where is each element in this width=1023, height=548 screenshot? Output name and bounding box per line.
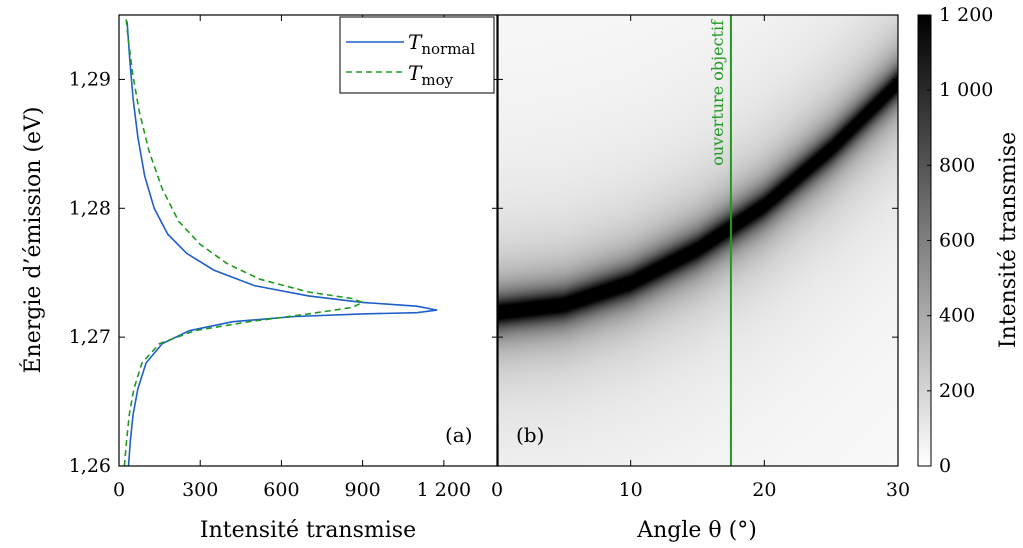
y-tick-label: 1,29 — [69, 68, 111, 90]
series-line-normal — [126, 21, 438, 466]
heatmap-image — [497, 15, 898, 466]
x-tick-label-a: 0 — [113, 479, 125, 501]
colorbar-tick-label: 600 — [939, 230, 975, 252]
legend-label-moy-main: T — [408, 61, 423, 85]
x-tick-label-b: 30 — [886, 479, 910, 501]
colorbar-tick-label: 800 — [939, 154, 975, 176]
colorbar-tick-label: 1 000 — [939, 79, 993, 101]
x-axis-label-b: Angle θ (°) — [636, 518, 757, 543]
aperture-label: ouverture objectif — [708, 19, 727, 166]
legend-label-moy: Tmoy — [408, 61, 454, 89]
x-tick-label-b: 10 — [619, 479, 643, 501]
panel-label-b: (b) — [516, 423, 544, 447]
series-line-moy — [123, 15, 365, 466]
x-tick-label-b: 0 — [491, 479, 503, 501]
colorbar-tick-label: 400 — [939, 305, 975, 327]
x-tick-label-a: 600 — [263, 479, 299, 501]
heatmap — [497, 15, 898, 466]
legend: Tnormal Tmoy — [339, 16, 495, 94]
colorbar-tick-label: 0 — [939, 455, 951, 477]
x-tick-label-a: 300 — [182, 479, 218, 501]
y-tick-label: 1,28 — [69, 197, 111, 219]
legend-box — [339, 16, 495, 94]
x-axis-label-a: Intensité transmise — [200, 518, 416, 543]
x-tick-label-a: 900 — [345, 479, 381, 501]
x-tick-label-a: 1 200 — [417, 479, 471, 501]
y-tick-label: 1,27 — [69, 326, 111, 348]
panel-a-frame — [118, 14, 499, 467]
y-axis-label: Énergie d’émission (eV) — [19, 107, 46, 374]
colorbar-tick-label: 1 200 — [939, 4, 993, 26]
legend-label-normal: Tnormal — [408, 30, 475, 58]
legend-label-moy-sub: moy — [421, 71, 453, 89]
colorbar-tick-label: 200 — [939, 380, 975, 402]
colorbar-label: Intensité transmise — [996, 132, 1021, 348]
panel-b-frame — [496, 14, 899, 467]
legend-label-normal-main: T — [408, 30, 423, 54]
panel-label-a: (a) — [445, 423, 473, 447]
line-plot — [123, 15, 438, 466]
y-tick-label: 1,26 — [69, 455, 111, 477]
aperture-marker: ouverture objectif — [708, 15, 732, 466]
x-tick-label-b: 20 — [752, 479, 776, 501]
colorbar-ticks: 0 200 400 600 800 1 000 1 200 — [927, 4, 993, 477]
legend-label-normal-sub: normal — [421, 40, 475, 58]
